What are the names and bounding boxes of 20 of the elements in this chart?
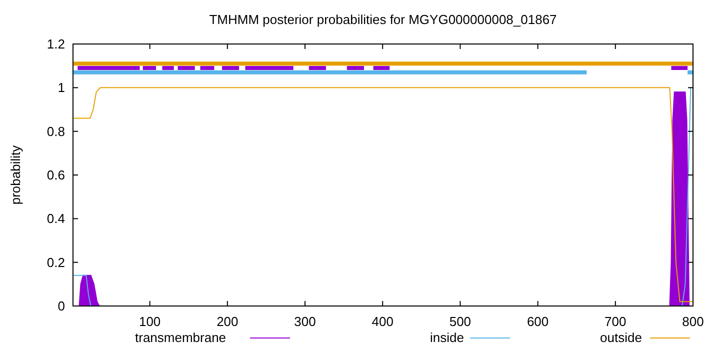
y-tick-label: 0.4 bbox=[46, 211, 65, 226]
y-tick-label: 0.6 bbox=[46, 168, 65, 183]
y-tick-label: 0.2 bbox=[46, 254, 65, 270]
legend-label: outside bbox=[600, 330, 642, 345]
x-tick-label: 500 bbox=[449, 314, 472, 329]
x-tick-label: 700 bbox=[604, 314, 626, 329]
chart-title: TMHMM posterior probabilities for MGYG000000008_01867 bbox=[209, 12, 557, 27]
x-tick-label: 300 bbox=[294, 314, 316, 329]
x-tick-label: 800 bbox=[682, 314, 704, 329]
legend-label: transmembrane bbox=[135, 330, 226, 345]
x-tick-label: 100 bbox=[138, 314, 161, 329]
y-tick-label: 0 bbox=[58, 298, 65, 314]
y-tick-label: 0.8 bbox=[46, 124, 65, 139]
y-tick-label: 1.2 bbox=[46, 36, 65, 52]
x-tick-label: 600 bbox=[526, 314, 549, 329]
x-tick-label: 400 bbox=[372, 314, 394, 329]
x-tick-label: 200 bbox=[216, 314, 238, 329]
y-tick-label: 1 bbox=[58, 80, 65, 96]
legend-label: inside bbox=[430, 330, 464, 345]
y-axis-title: probability bbox=[8, 144, 23, 205]
